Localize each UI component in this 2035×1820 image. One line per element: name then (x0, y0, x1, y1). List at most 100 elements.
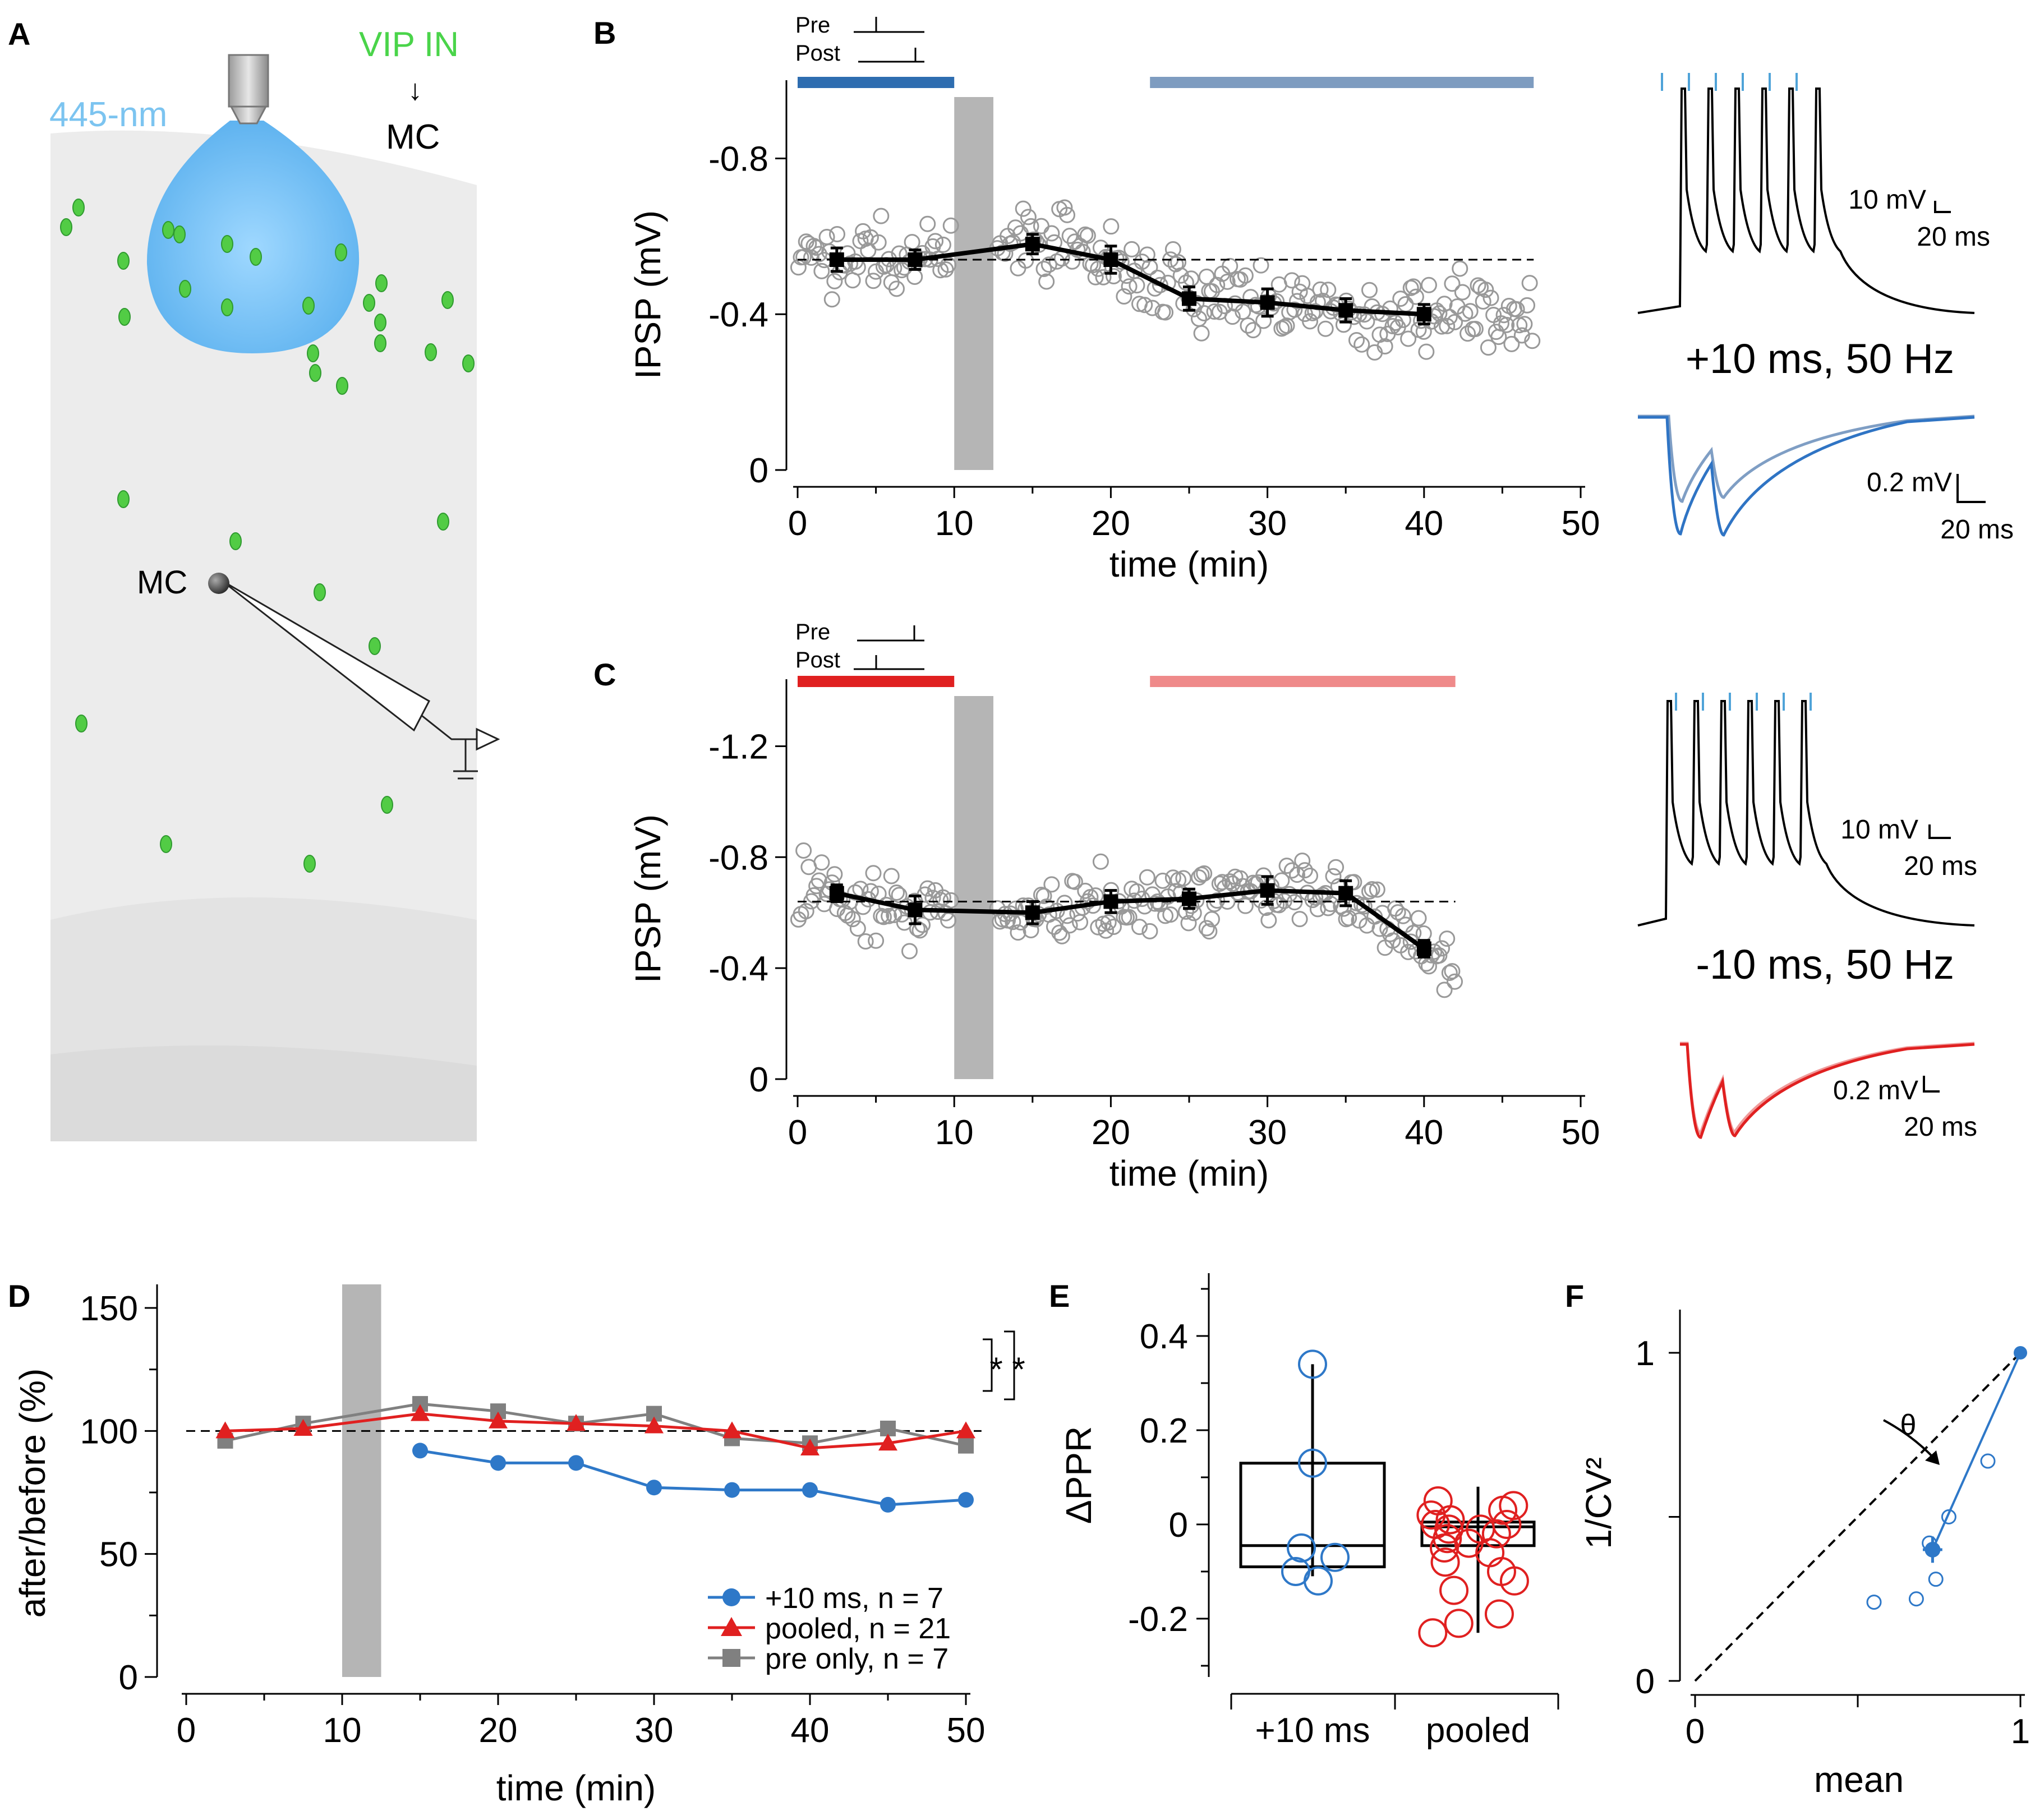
sweep-point (1482, 289, 1499, 306)
y-tick-label: 100 (80, 1412, 138, 1451)
x-tick-label: 0 (1686, 1712, 1705, 1751)
sweep-point (849, 920, 866, 937)
sweep-point (868, 932, 885, 949)
sweep-point (1503, 335, 1520, 352)
sweep-point (886, 906, 903, 923)
mean-point (829, 886, 844, 901)
x-tick-label: 30 (635, 1711, 674, 1750)
vip-cell (160, 835, 172, 853)
mean-point (1260, 295, 1275, 310)
data-point (1320, 1542, 1350, 1572)
sweep-point (924, 890, 941, 906)
series-point (293, 1418, 313, 1436)
sweep-point (1056, 199, 1073, 216)
sweep-point (1066, 873, 1083, 890)
sweep-point (1232, 271, 1249, 288)
sweep-point (1294, 853, 1311, 869)
mean-point (1103, 894, 1118, 909)
legend-label: pooled, n = 21 (765, 1612, 951, 1645)
data-point (1941, 1509, 1956, 1524)
sweep-point (901, 943, 918, 960)
vip-cell (425, 343, 437, 361)
sweep-point (1328, 859, 1345, 876)
ipsp-plot-c: 0 -0.4 -0.8 -1.2 0 10 20 30 40 50 time (min) IPSP (… (628, 676, 1600, 1194)
panel-e: E -0.2 0 0.2 0.4 ΔPPR +10 ms pooled (1049, 1273, 1559, 1750)
vip-cell (303, 855, 316, 873)
data-point (1439, 1575, 1469, 1605)
x-axis-label: time (min) (1109, 1153, 1269, 1194)
sweep-point (1462, 303, 1479, 320)
panel-d-letter: D (8, 1278, 30, 1314)
sweep-point (1289, 867, 1306, 883)
sweep-point (1447, 314, 1463, 330)
sweep-point (1441, 308, 1458, 325)
vip-cell (363, 294, 375, 312)
timing-pre-label: Pre (795, 13, 830, 38)
significance-star-2: * (1012, 1351, 1025, 1388)
panel-e-letter: E (1049, 1278, 1070, 1314)
mean-point (1025, 905, 1040, 920)
sweep-point (1147, 895, 1163, 912)
sweep-point (1452, 260, 1468, 277)
mean-point (908, 252, 923, 267)
ipsp-trace-after-c (1680, 1043, 1975, 1139)
sweep-point (1087, 269, 1104, 285)
sweep-point (865, 865, 882, 882)
spike-trace-line-b (1637, 87, 1975, 314)
induction-window (342, 1284, 381, 1677)
sweep-point (1154, 872, 1171, 889)
sweep-point (1302, 313, 1319, 330)
series-point (722, 1421, 742, 1439)
sweep-point (1376, 338, 1393, 354)
sweep-point (1131, 919, 1148, 936)
x-tick-label: 30 (1248, 504, 1287, 543)
x-tick-label: 50 (1562, 1113, 1600, 1152)
mean-point (908, 902, 923, 918)
mean-point (1338, 303, 1353, 318)
sweep-point (1235, 303, 1251, 320)
x-axis-label: mean (1814, 1759, 1904, 1800)
scale-top-y-b: 10 mV (1848, 185, 1926, 215)
sweep-point (1193, 325, 1210, 342)
ipsp-trace-before-b (1638, 414, 1975, 503)
sweep-point (1431, 305, 1448, 322)
spike-trace-b: 10 mV 20 ms +10 ms, 50 Hz 0.2 mV 20 ms (1637, 73, 2014, 545)
y-axis-label: after/before (%) (12, 1369, 53, 1618)
sweep-point (1283, 272, 1300, 289)
y-tick-label: 1 (1636, 1334, 1655, 1373)
data-point (1287, 1533, 1316, 1563)
sweep-point (1061, 228, 1078, 245)
series-point (724, 1482, 740, 1498)
sweep-point (1382, 300, 1398, 317)
series-line (224, 1402, 966, 1448)
panel-d: D 0 50 100 150 0 10 20 30 40 50 time (min) after/be… (8, 1278, 1025, 1808)
laser-label: 445-nm (49, 95, 167, 134)
sweep-point (847, 884, 864, 901)
sweep-point (891, 887, 908, 904)
sweep-point (826, 866, 843, 883)
sweep-point (1441, 964, 1458, 981)
series-point (567, 1414, 586, 1431)
data-point (1429, 1533, 1459, 1563)
mean-line (836, 242, 1424, 317)
sweep-point (1516, 316, 1533, 333)
sweep-point (1467, 320, 1484, 337)
post-timing-icon-c (854, 655, 924, 670)
sweep-point (857, 933, 874, 950)
angle-label: θ (1900, 1409, 1917, 1441)
recording-pipette-icon (221, 579, 500, 780)
x-tick-label: 20 (1092, 1113, 1130, 1152)
sweep-point (1415, 925, 1432, 942)
series-point (878, 1434, 897, 1451)
x-tick-label: 20 (479, 1711, 518, 1750)
sweep-point (1433, 940, 1450, 957)
data-point (1928, 1572, 1944, 1587)
sweep-point (1402, 279, 1419, 296)
sweep-point (1105, 268, 1122, 285)
sweep-point (883, 868, 900, 884)
x-tick-label: 0 (177, 1711, 196, 1750)
sweep-point (1439, 317, 1456, 334)
y-axis-label: IPSP (mV) (628, 210, 668, 379)
sweep-point (1444, 275, 1461, 292)
y-tick-label: 0 (119, 1658, 138, 1697)
